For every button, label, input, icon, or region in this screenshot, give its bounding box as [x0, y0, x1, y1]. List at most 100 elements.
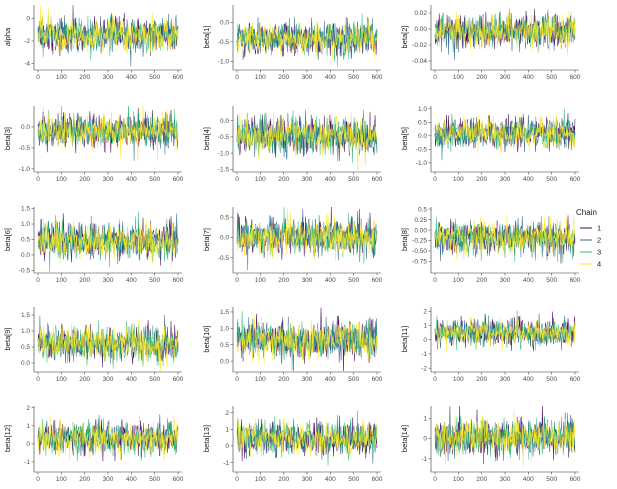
x-tick-label: 200: [476, 176, 487, 183]
y-tick-label: 0: [423, 337, 427, 344]
y-axis-label: beta[12]: [3, 425, 12, 452]
x-tick-label: 500: [348, 74, 359, 81]
y-tick-label: -0.5: [416, 147, 428, 154]
x-tick-label: 600: [372, 376, 383, 383]
y-tick-label: -4: [24, 61, 30, 68]
y-axis-label: beta[6]: [3, 228, 12, 251]
traces: [434, 108, 576, 161]
panel-beta14: 1 0 -1 0 100 200 300 400 500 600 beta[14]: [400, 406, 581, 483]
x-tick-label: 200: [278, 176, 289, 183]
y-tick-label: 0: [26, 16, 30, 23]
x-tick-label: 600: [173, 376, 184, 383]
panel-beta3: 0.0 -0.5 -1.0 0 100 200 300 400 500 600 beta[3]: [3, 106, 184, 183]
x-tick-label: 500: [546, 277, 557, 284]
panel-beta10: 1.5 1.0 0.5 0.0 0 100 200 300 400 500 600 beta[10]: [202, 307, 383, 383]
x-tick-label: 500: [149, 376, 160, 383]
traces: [236, 109, 378, 171]
legend-title: Chain: [576, 208, 597, 217]
x-tick-label: 600: [372, 476, 383, 483]
y-tick-label: 0.5: [220, 214, 229, 221]
x-tick-label: 500: [149, 476, 160, 483]
traces: [236, 307, 378, 371]
traces: [236, 207, 378, 271]
series-line-chain-4: [236, 20, 378, 60]
x-tick-label: 300: [103, 476, 114, 483]
panel-beta6: 1.5 1.0 0.5 0.0 -0.5 0 100 200 300 400 500 600 beta[…: [3, 206, 184, 284]
traces: [37, 106, 179, 162]
panel-beta13: 2 1 0 -1 0 100 200 300 400 500 600 beta[13]: [202, 406, 383, 483]
legend-item-chain-4: 4: [580, 260, 601, 269]
x-tick-label: 200: [278, 476, 289, 483]
y-axis-label: beta[4]: [202, 127, 211, 150]
trace-panels: 0-2-40 100 200 300 400 500 600alpha0.0-0.5-1.0…: [3, 5, 581, 483]
x-tick-label: 400: [523, 376, 534, 383]
x-tick-label: 200: [79, 74, 90, 81]
y-tick-label: 0.0: [21, 124, 30, 131]
x-tick-label: 200: [79, 376, 90, 383]
x-tick-label: 400: [126, 277, 137, 284]
series-line-chain-3: [434, 415, 576, 462]
x-tick-label: 200: [278, 74, 289, 81]
x-tick-label: 600: [372, 74, 383, 81]
y-tick-label: 1.0: [21, 328, 30, 335]
panel-beta11: 2 1 0 -1 -2 0 100 200 300 400 500 600 beta[11]: [400, 307, 581, 383]
y-tick-label: -1: [421, 456, 427, 463]
y-tick-label: -1: [223, 460, 229, 467]
x-tick-label: 400: [523, 176, 534, 183]
panel-beta2: 0.02 0.00 -0.02 -0.04 0 100 200 300 400 500 600 bet…: [400, 5, 581, 81]
x-tick-label: 200: [476, 476, 487, 483]
x-tick-label: 0: [235, 74, 239, 81]
x-tick-label: 500: [348, 376, 359, 383]
x-tick-label: 600: [570, 376, 581, 383]
x-tick-label: 100: [255, 176, 266, 183]
x-tick-label: 0: [36, 74, 40, 81]
series-line-chain-4: [236, 316, 378, 367]
panel-beta4: 0.0 -0.5 -1.0 -1.5 0 100 200 300 400 500 600 beta[4…: [202, 106, 383, 183]
y-tick-label: -0.50: [412, 248, 427, 255]
x-tick-label: 200: [278, 376, 289, 383]
y-tick-label: 0.5: [220, 342, 229, 349]
x-tick-label: 0: [36, 176, 40, 183]
legend-label: 2: [597, 236, 601, 245]
x-tick-label: 200: [476, 277, 487, 284]
x-tick-label: 400: [126, 74, 137, 81]
y-tick-label: 0: [26, 441, 30, 448]
series-line-chain-4: [236, 417, 378, 458]
panel-alpha: 0 -2 -4 0 100 200 300 400 500 600 alpha: [3, 5, 184, 81]
x-tick-label: 0: [433, 376, 437, 383]
x-tick-label: 0: [235, 476, 239, 483]
x-tick-label: 100: [255, 74, 266, 81]
y-tick-label: -0.5: [218, 255, 230, 262]
x-tick-label: 100: [255, 476, 266, 483]
x-tick-label: 200: [79, 176, 90, 183]
y-axis-label: beta[11]: [400, 326, 409, 353]
y-tick-label: 0.25: [414, 217, 427, 224]
y-axis-label: beta[13]: [202, 425, 211, 452]
x-tick-label: 200: [476, 74, 487, 81]
series-line-chain-4: [37, 5, 179, 55]
x-tick-label: 300: [500, 277, 511, 284]
x-tick-label: 500: [348, 476, 359, 483]
x-tick-label: 100: [56, 476, 67, 483]
y-tick-label: 0.0: [21, 252, 30, 259]
x-tick-label: 600: [570, 74, 581, 81]
x-tick-label: 0: [433, 476, 437, 483]
y-tick-label: 0.5: [21, 237, 30, 244]
y-tick-label: -1.0: [416, 160, 428, 167]
y-tick-label: -2: [24, 38, 30, 45]
x-tick-label: 300: [302, 277, 313, 284]
traces: [236, 13, 378, 67]
x-tick-label: 0: [235, 176, 239, 183]
series-line-chain-4: [37, 414, 179, 461]
y-tick-label: -0.5: [19, 268, 31, 275]
y-tick-label: 1: [26, 423, 30, 430]
x-tick-label: 400: [325, 476, 336, 483]
x-tick-label: 100: [56, 74, 67, 81]
panel-beta8: 0.5 0.25 0.00 -0.25 -0.50 -0.75 0 100 200 300 400 5…: [400, 206, 581, 284]
x-tick-label: 300: [500, 74, 511, 81]
y-tick-label: -1: [24, 459, 30, 466]
y-axis-label: beta[10]: [202, 325, 211, 352]
traces: [434, 215, 576, 264]
y-tick-label: -0.25: [412, 238, 427, 245]
series-line-chain-4: [236, 112, 378, 171]
